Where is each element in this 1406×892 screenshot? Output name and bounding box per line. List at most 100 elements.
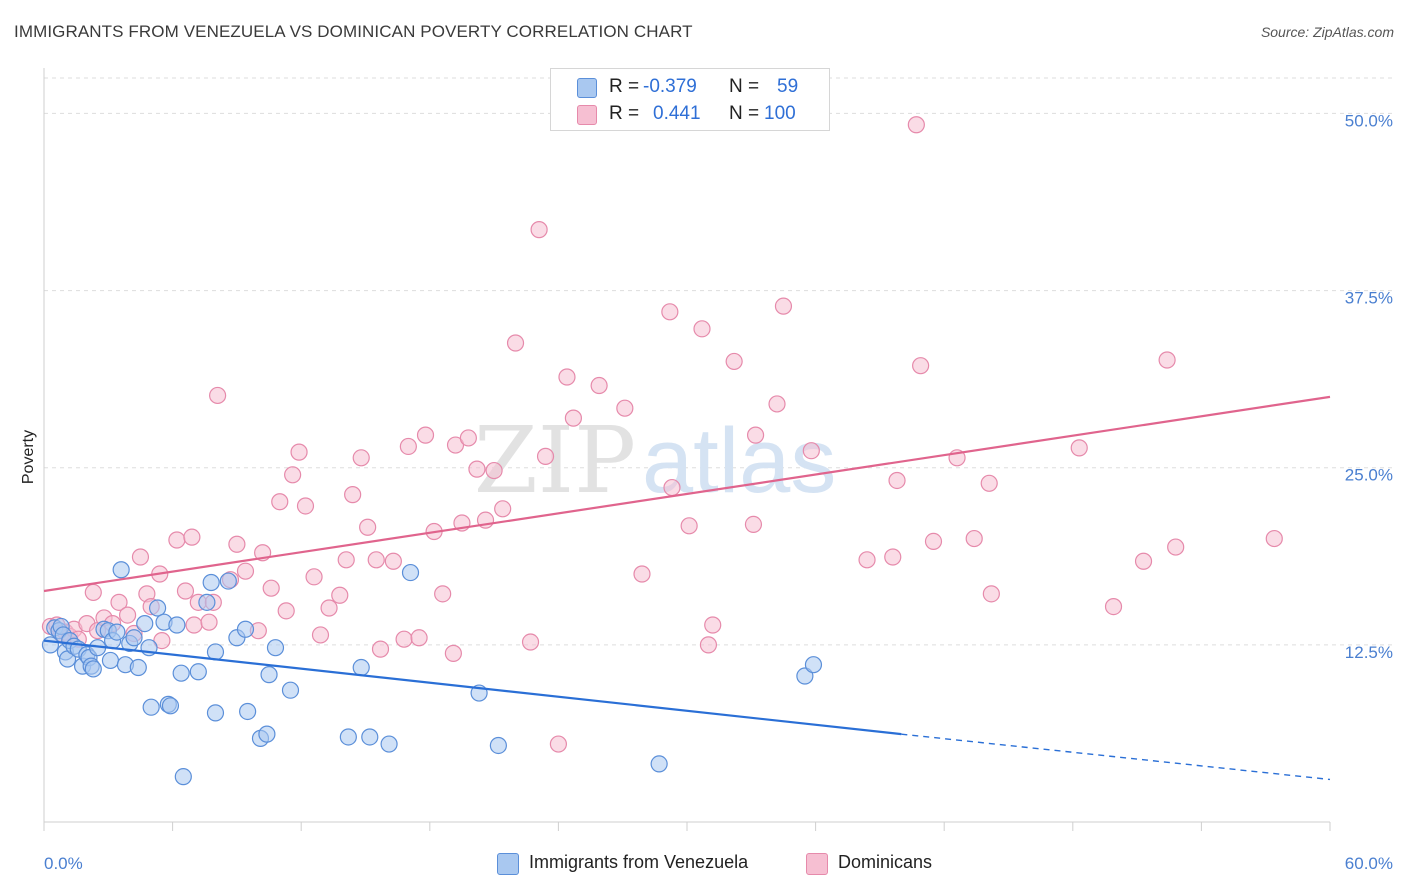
- venezuela-point: [401, 563, 420, 582]
- dominicans-point: [746, 426, 765, 444]
- y-axis-label: Poverty: [20, 430, 37, 484]
- dominicans-point: [444, 644, 462, 662]
- legend-n-label: N =: [729, 103, 760, 124]
- venezuela-point: [174, 768, 192, 786]
- legend-n-value: 59: [777, 76, 799, 97]
- dominicans-point: [1265, 529, 1283, 548]
- venezuela-point: [281, 681, 300, 699]
- venezuela-point: [136, 614, 154, 633]
- venezuela-point: [239, 702, 257, 721]
- legend-r-label: R =: [609, 103, 640, 124]
- dominicans-point: [982, 585, 1000, 603]
- dominicans-point: [590, 376, 608, 395]
- trend-lines: [43, 395, 1331, 781]
- dominicans-point: [284, 466, 302, 484]
- dominicans-point: [395, 630, 413, 648]
- venezuela-point: [206, 704, 225, 722]
- venezuela-point: [112, 561, 130, 579]
- dominicans-point: [176, 582, 195, 600]
- dominicans-point: [236, 562, 255, 580]
- dominicans-point: [699, 636, 718, 654]
- dominicans-point: [290, 443, 308, 461]
- dominicans-point: [352, 449, 370, 467]
- dominicans-point: [459, 429, 477, 447]
- dominicans-point: [1070, 439, 1088, 457]
- venezuela-point: [219, 572, 237, 590]
- dominicans-point: [311, 626, 330, 644]
- dominicans-point: [359, 518, 377, 536]
- legend-swatch-pink: [806, 853, 828, 875]
- venezuela-point: [352, 658, 370, 677]
- axes: [43, 68, 1331, 831]
- watermark-zip: ZIP: [474, 407, 636, 514]
- dominicans-point: [200, 613, 218, 631]
- legend-r-label: R =: [609, 76, 640, 97]
- dominicans-point: [271, 493, 289, 511]
- venezuela-point: [380, 735, 398, 753]
- dominicans-point: [485, 461, 503, 480]
- venezuela-point: [489, 736, 507, 755]
- dominicans-point: [633, 565, 651, 583]
- chart-source: Source: ZipAtlas.com: [1260, 24, 1394, 40]
- dominicans-point: [768, 395, 786, 413]
- dominicans-point: [337, 551, 355, 569]
- dominicans-point: [564, 409, 583, 427]
- venezuela-point: [108, 623, 126, 641]
- dominicans-point: [410, 629, 428, 647]
- venezuela-point: [148, 599, 167, 617]
- dominicans-point: [661, 303, 679, 321]
- legend-r-value: 0.441: [653, 103, 701, 124]
- venezuela-point: [260, 666, 278, 684]
- dominicans-point: [530, 221, 548, 239]
- dominicans-point: [858, 551, 876, 569]
- dominicans-point: [924, 532, 943, 551]
- venezuela-point: [361, 728, 379, 746]
- dominicans-point: [331, 586, 349, 604]
- dominicans-point: [84, 583, 102, 602]
- legend-label-venezuela: Immigrants from Venezuela: [529, 852, 749, 872]
- legend-row-dominicans: R = 0.441 N = 100: [551, 101, 829, 127]
- venezuela-point: [258, 725, 276, 743]
- dominicans-point: [494, 500, 512, 518]
- venezuela-point: [236, 620, 255, 638]
- venezuela-trend-line: [43, 639, 902, 736]
- venezuela-point: [142, 698, 160, 716]
- dominicans-point: [185, 616, 203, 634]
- legend-label-dominicans: Dominicans: [838, 852, 933, 872]
- dominicans-point: [371, 640, 390, 658]
- dominicans-point: [1158, 351, 1176, 369]
- venezuela-point: [129, 658, 147, 677]
- dominicans-point: [296, 497, 315, 515]
- dominicans-point: [168, 531, 186, 549]
- watermark: ZIP atlas: [474, 407, 837, 514]
- dominicans-point: [558, 368, 576, 386]
- venezuela-point: [202, 573, 220, 592]
- venezuela-point: [189, 663, 207, 681]
- x-tick-label: 60.0%: [1345, 854, 1393, 873]
- venezuela-point: [796, 667, 814, 685]
- legend-n-value: 100: [764, 103, 796, 124]
- legend-swatch-pink: [577, 105, 597, 125]
- dominicans-point: [277, 602, 295, 620]
- venezuela-point: [266, 639, 285, 657]
- dominicans-point: [616, 399, 634, 417]
- venezuela-point: [339, 728, 357, 746]
- y-tick-label: 25.0%: [1345, 466, 1393, 485]
- venezuela-point: [125, 629, 143, 647]
- stats-legend: R = -0.379 N = 59 R = 0.441 N = 100: [550, 68, 830, 131]
- legend-row-venezuela: R = -0.379 N = 59: [551, 74, 829, 100]
- dominicans-point: [663, 478, 681, 497]
- dominicans-point: [399, 437, 417, 456]
- dominicans-point: [131, 548, 150, 566]
- dominicans-point: [110, 593, 128, 611]
- dominicans-point: [912, 357, 930, 375]
- dominicans-point: [549, 735, 568, 753]
- venezuela-point: [804, 656, 823, 674]
- legend-n-label: N =: [729, 76, 760, 97]
- dominicans-point: [536, 447, 555, 465]
- venezuela-point: [198, 593, 216, 611]
- venezuela-point: [172, 664, 190, 682]
- x-tick-label: 0.0%: [44, 854, 83, 873]
- dominicans-point: [884, 548, 902, 566]
